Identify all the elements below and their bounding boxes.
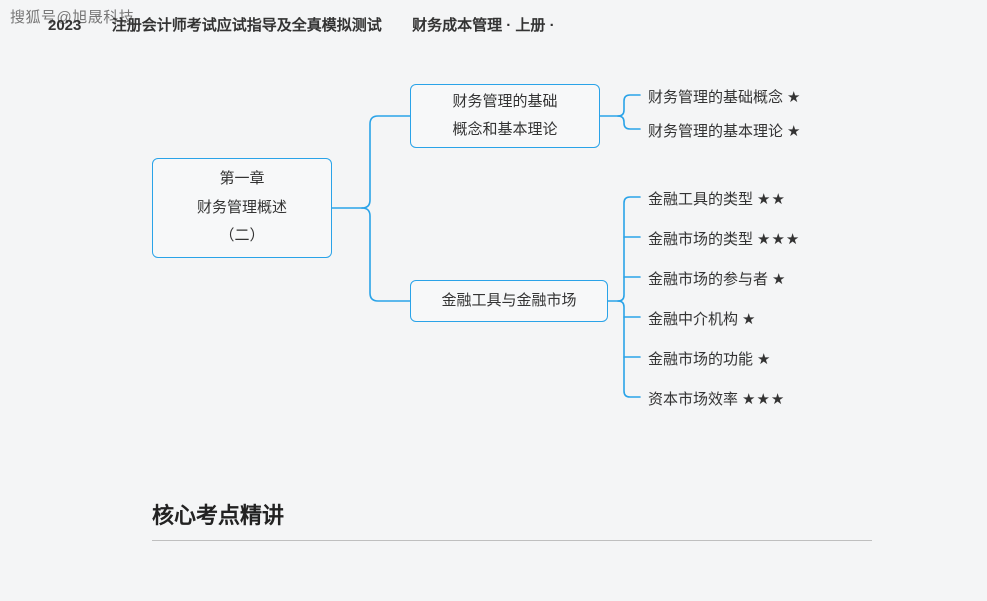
root-node: 第一章 财务管理概述 （二）: [152, 158, 332, 258]
leaf-stars: ★: [787, 89, 801, 106]
page-header: 2023 注册会计师考试应试指导及全真模拟测试 财务成本管理 · 上册 ·: [48, 14, 555, 35]
section-title: 核心考点精讲: [152, 498, 284, 530]
leaf-stars: ★: [757, 351, 771, 368]
branch-line: 财务管理的基础: [452, 93, 557, 110]
leaf-stars: ★★★: [742, 391, 785, 408]
leaf-text: 金融市场的功能: [648, 351, 753, 368]
leaf-stars: ★: [787, 123, 801, 140]
branch-line: 金融工具与金融市场: [441, 292, 576, 309]
header-year: 2023: [48, 17, 81, 34]
leaf-text: 金融市场的参与者: [648, 271, 768, 288]
leaf-stars: ★★: [757, 191, 786, 208]
branch-node: 金融工具与金融市场: [410, 280, 608, 322]
leaf-item: 金融市场的功能★: [648, 348, 771, 369]
leaf-text: 资本市场效率: [648, 391, 738, 408]
branch-node: 财务管理的基础 概念和基本理论: [410, 84, 600, 148]
leaf-stars: ★: [742, 311, 756, 328]
leaf-item: 金融市场的参与者★: [648, 268, 786, 289]
root-line3: （二）: [219, 227, 264, 244]
leaf-text: 金融工具的类型: [648, 191, 753, 208]
leaf-item: 财务管理的基础概念★: [648, 86, 801, 107]
header-title-2: 财务成本管理 · 上册 ·: [412, 17, 555, 34]
leaf-text: 财务管理的基本理论: [648, 123, 783, 140]
leaf-text: 金融中介机构: [648, 311, 738, 328]
header-title-1: 注册会计师考试应试指导及全真模拟测试: [112, 17, 382, 34]
leaf-stars: ★★★: [757, 231, 800, 248]
leaf-item: 财务管理的基本理论★: [648, 120, 801, 141]
leaf-stars: ★: [772, 271, 786, 288]
leaf-text: 金融市场的类型: [648, 231, 753, 248]
leaf-item: 金融市场的类型★★★: [648, 228, 800, 249]
leaf-item: 资本市场效率★★★: [648, 388, 785, 409]
leaf-item: 金融中介机构★: [648, 308, 756, 329]
leaf-item: 金融工具的类型★★: [648, 188, 786, 209]
section-rule: [152, 540, 872, 541]
leaf-text: 财务管理的基础概念: [648, 89, 783, 106]
branch-line: 概念和基本理论: [452, 121, 557, 138]
root-line1: 第一章: [219, 170, 264, 187]
root-line2: 财务管理概述: [197, 199, 287, 216]
